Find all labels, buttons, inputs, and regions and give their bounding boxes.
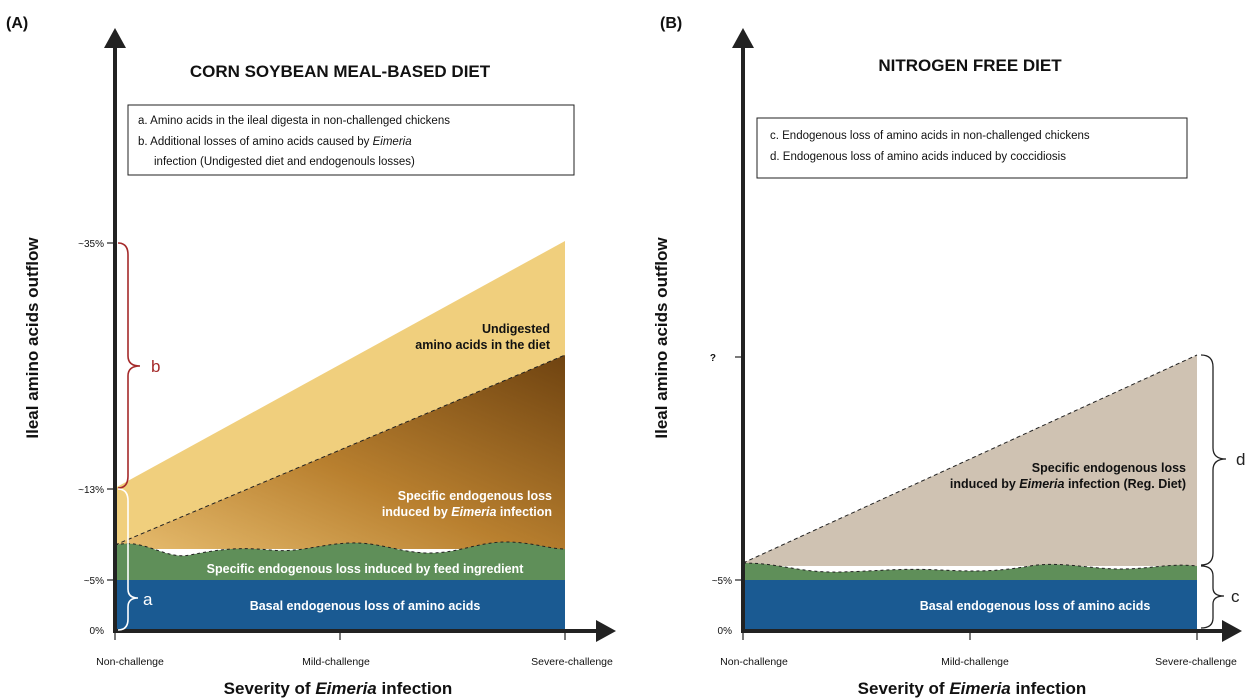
x-axis-label-italic: Eimeria — [315, 679, 376, 698]
panel-a-y-ticks: ~35% ~13% ~5% 0% — [78, 239, 115, 637]
brace-a-label: a — [143, 590, 153, 609]
panel-a-y-arrow — [104, 28, 126, 48]
brace-d — [1200, 354, 1227, 566]
basal-label: Basal endogenous loss of amino acids — [250, 599, 481, 613]
panel-a-y-axis-label: Ileal amino acids outflow — [23, 237, 42, 439]
panel-b-legend: c. Endogenous loss of amino acids in non… — [756, 117, 1188, 179]
nfd-specific-label-2: induced by Eimeria infection (Reg. Diet) — [950, 477, 1186, 491]
eimeria-boundary-line — [114, 354, 566, 546]
brace-d-label: d — [1236, 450, 1245, 469]
y-tick-label: ~13% — [78, 485, 104, 496]
eimeria-label-2-italic: Eimeria — [451, 505, 496, 519]
undigested-label-1: Undigested — [482, 322, 550, 336]
legend-item-a: a. Amino acids in the ileal digesta in n… — [138, 115, 450, 127]
panel-b-y-arrow — [732, 28, 754, 48]
panel-a-title: CORN SOYBEAN MEAL-BASED DIET — [190, 62, 491, 81]
y-tick-label: 0% — [718, 626, 733, 637]
panel-a-x-ticks: Non-challenge Mild-challenge Severe-chal… — [96, 631, 613, 668]
legend-item-b-cont: infection (Undigested diet and endogenou… — [154, 156, 415, 168]
legend-item-c: c. Endogenous loss of amino acids in non… — [770, 130, 1090, 142]
brace-c — [1200, 565, 1225, 629]
brace-b — [117, 242, 141, 489]
undigested-label-2: amino acids in the diet — [415, 338, 551, 352]
panel-b-title: NITROGEN FREE DIET — [878, 56, 1062, 75]
nfd-feed-region — [743, 563, 1197, 580]
panel-b-y-ticks: ? ~5% 0% — [710, 353, 743, 637]
x-axis-label-prefix: Severity of — [858, 679, 950, 698]
undigested-region — [115, 241, 565, 545]
legend-item-b: b. Additional losses of amino acids caus… — [138, 136, 412, 148]
basal-region — [115, 580, 565, 630]
nfd-eimeria-region — [743, 355, 1197, 566]
brace-a — [117, 488, 139, 631]
x-axis-label-suffix: infection — [377, 679, 453, 698]
panel-b-y-axis-label: Ileal amino acids outflow — [652, 237, 671, 439]
eimeria-specific-region — [115, 355, 565, 549]
panel-b-label: (B) — [660, 15, 682, 32]
x-tick-label: Mild-challenge — [302, 656, 370, 668]
eimeria-label-2: induced by Eimeria infection — [382, 505, 552, 519]
y-tick-label: ~5% — [84, 576, 104, 587]
panel-a-x-arrow — [596, 620, 616, 642]
nfd-boundary-line — [742, 354, 1198, 564]
feed-ingredient-region — [115, 541, 565, 580]
y-tick-label: ~35% — [78, 239, 104, 250]
legend-item-b-italic: Eimeria — [373, 136, 412, 148]
panel-a-legend: a. Amino acids in the ileal digesta in n… — [127, 104, 575, 176]
y-tick-label: ? — [710, 353, 716, 364]
panel-a-x-axis-label: Severity of Eimeria infection — [224, 679, 453, 698]
nfd-specific-label-2-prefix: induced by — [950, 477, 1019, 491]
panel-a-legend-box — [127, 104, 575, 176]
y-tick-label: ~5% — [712, 576, 732, 587]
x-tick-label: Non-challenge — [720, 656, 788, 668]
eimeria-label-1: Specific endogenous loss — [398, 489, 552, 503]
nfd-basal-label: Basal endogenous loss of amino acids — [920, 599, 1151, 613]
panel-a: (A) CORN SOYBEAN MEAL-BASED DIET a. Amin… — [6, 15, 616, 698]
legend-item-d: d. Endogenous loss of amino acids induce… — [770, 151, 1066, 163]
x-tick-label: Severe-challenge — [531, 656, 613, 668]
feed-label: Specific endogenous loss induced by feed… — [207, 562, 525, 576]
x-axis-label-italic: Eimeria — [949, 679, 1010, 698]
panel-b: (B) NITROGEN FREE DIET c. Endogenous los… — [652, 15, 1245, 698]
x-tick-label: Non-challenge — [96, 656, 164, 668]
nfd-basal-region — [743, 580, 1197, 630]
y-tick-label: 0% — [90, 626, 105, 637]
nfd-specific-label-2-italic: Eimeria — [1019, 477, 1064, 491]
eimeria-label-2-prefix: induced by — [382, 505, 451, 519]
panel-b-x-ticks: Non-challenge Mild-challenge Severe-chal… — [720, 631, 1237, 668]
panel-b-x-axis-label: Severity of Eimeria infection — [858, 679, 1087, 698]
nfd-specific-label-1: Specific endogenous loss — [1032, 461, 1186, 475]
legend-item-b-prefix: b. Additional losses of amino acids caus… — [138, 136, 373, 148]
panel-b-x-arrow — [1222, 620, 1242, 642]
brace-c-label: c — [1231, 587, 1240, 606]
panel-b-legend-box — [756, 117, 1188, 179]
x-tick-label: Severe-challenge — [1155, 656, 1237, 668]
x-axis-label-suffix: infection — [1011, 679, 1087, 698]
x-axis-label-prefix: Severity of — [224, 679, 316, 698]
eimeria-label-2-suffix: infection — [496, 505, 552, 519]
nfd-specific-label-2-suffix: infection (Reg. Diet) — [1064, 477, 1186, 491]
brace-b-label: b — [151, 357, 160, 376]
nfd-feed-boundary-line — [742, 562, 1198, 573]
x-tick-label: Mild-challenge — [941, 656, 1009, 668]
panel-a-label: (A) — [6, 15, 28, 32]
